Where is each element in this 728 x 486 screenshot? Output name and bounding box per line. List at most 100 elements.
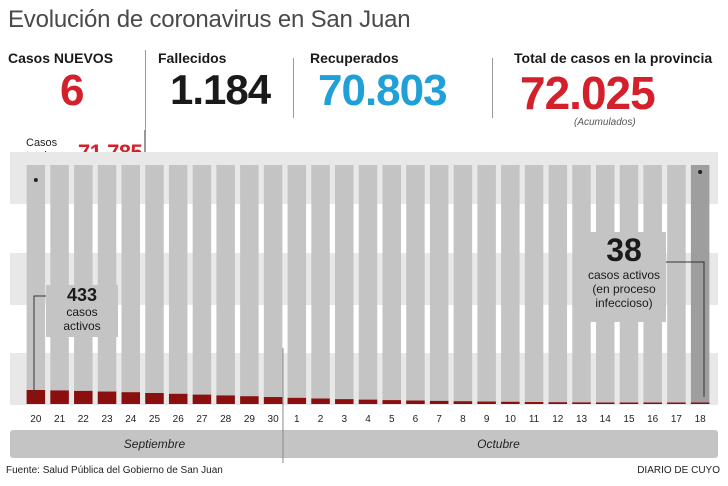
day-label-22: 22 [78,414,90,425]
active-bar-12 [548,402,568,404]
day-label-9: 9 [484,414,490,425]
new-cases-label: Casos NUEVOS [8,50,114,66]
day-label-29: 29 [244,414,256,425]
start-marker-dot [33,178,38,182]
start-active-value: 433 [66,285,98,305]
total-bar-8 [453,165,473,404]
end-leader-line [664,261,705,397]
total-bar-12 [548,165,568,404]
active-bar-21 [50,390,69,404]
day-label-18: 18 [695,414,707,425]
total-bar-27 [192,165,212,404]
end-active-line1: casos activos [587,268,661,282]
new-cases-value: 6 [60,66,85,115]
active-bar-8 [453,401,473,404]
active-bar-7 [429,400,449,404]
day-label-24: 24 [125,414,137,425]
day-label-7: 7 [436,414,442,425]
active-bar-11 [524,402,544,404]
total-bar-13 [572,165,591,404]
end-active-value: 38 [606,232,642,268]
active-bar-2 [311,398,330,404]
month-label-september: Septiembre [124,437,186,451]
total-cases-label-line1: Casos [26,137,58,149]
active-bar-10 [501,401,520,404]
active-bar-26 [168,393,188,404]
total-province-label: Total de casos en la provincia [514,50,713,66]
day-label-14: 14 [600,414,612,425]
divider [293,58,294,118]
active-bar-25 [145,393,164,404]
total-bar-7 [429,165,449,404]
day-label-6: 6 [413,414,419,425]
start-leader-line [33,295,47,397]
active-bar-24 [121,392,141,404]
accumulated-note: (Acumulados) [574,117,636,128]
total-bar-23 [97,165,117,404]
end-active-line3: infeccioso) [595,296,653,310]
day-label-10: 10 [505,414,517,425]
start-active-line2: activos [63,319,101,333]
total-bar-17 [667,165,686,404]
total-bar-28 [216,165,235,404]
start-active-annotation: 433 casos activos [46,285,118,337]
total-bar-30 [263,165,283,404]
page-title: Evolución de coronavirus en San Juan [8,6,411,33]
active-bar-5 [382,400,401,404]
active-bar-29 [240,396,259,404]
day-label-15: 15 [623,414,635,425]
day-label-1: 1 [294,414,300,425]
active-bar-14 [595,402,615,404]
day-label-3: 3 [341,414,347,425]
active-bar-1 [287,397,307,404]
total-bar-18 [690,165,710,404]
day-label-17: 17 [671,414,683,425]
total-bar-25 [145,165,164,404]
end-active-line2: (en proceso [592,282,656,296]
day-label-13: 13 [576,414,588,425]
active-bar-17 [667,402,686,404]
total-bar-1 [287,165,307,404]
day-label-11: 11 [529,414,540,425]
day-label-8: 8 [460,414,466,425]
active-bar-23 [97,391,117,404]
end-active-annotation: 38 casos activos (en proceso infeccioso) [582,232,666,322]
total-bar-26 [168,165,188,404]
day-label-12: 12 [552,414,564,425]
day-label-26: 26 [173,414,185,425]
recovered-value: 70.803 [318,66,448,115]
month-band [10,430,718,458]
divider [492,58,493,118]
divider [145,50,146,130]
active-bar-13 [572,402,591,404]
active-bar-18 [690,402,710,404]
active-bar-28 [216,395,235,404]
total-bar-11 [524,165,544,404]
deaths-label: Fallecidos [158,50,227,66]
active-bar-6 [406,400,425,404]
day-label-23: 23 [101,414,113,425]
total-bar-24 [121,165,141,404]
total-province-value: 72.025 [520,67,656,119]
recovered-label: Recuperados [310,50,399,66]
active-bar-4 [358,399,378,404]
day-label-25: 25 [149,414,161,425]
day-label-2: 2 [318,414,324,425]
active-bar-27 [192,394,212,404]
active-bar-20 [26,390,46,404]
total-bar-10 [501,165,520,404]
active-bar-9 [477,401,496,404]
total-bar-3 [335,165,354,404]
total-bar-4 [358,165,378,404]
day-label-16: 16 [647,414,659,425]
day-label-30: 30 [268,414,280,425]
total-bar-20 [26,165,46,404]
total-bar-9 [477,165,496,404]
total-bar-22 [74,165,93,404]
source-note: Fuente: Salud Pública del Gobierno de Sa… [6,465,223,476]
day-label-5: 5 [389,414,395,425]
day-label-20: 20 [30,414,42,425]
start-active-line1: casos [66,305,98,319]
total-bar-21 [50,165,69,404]
